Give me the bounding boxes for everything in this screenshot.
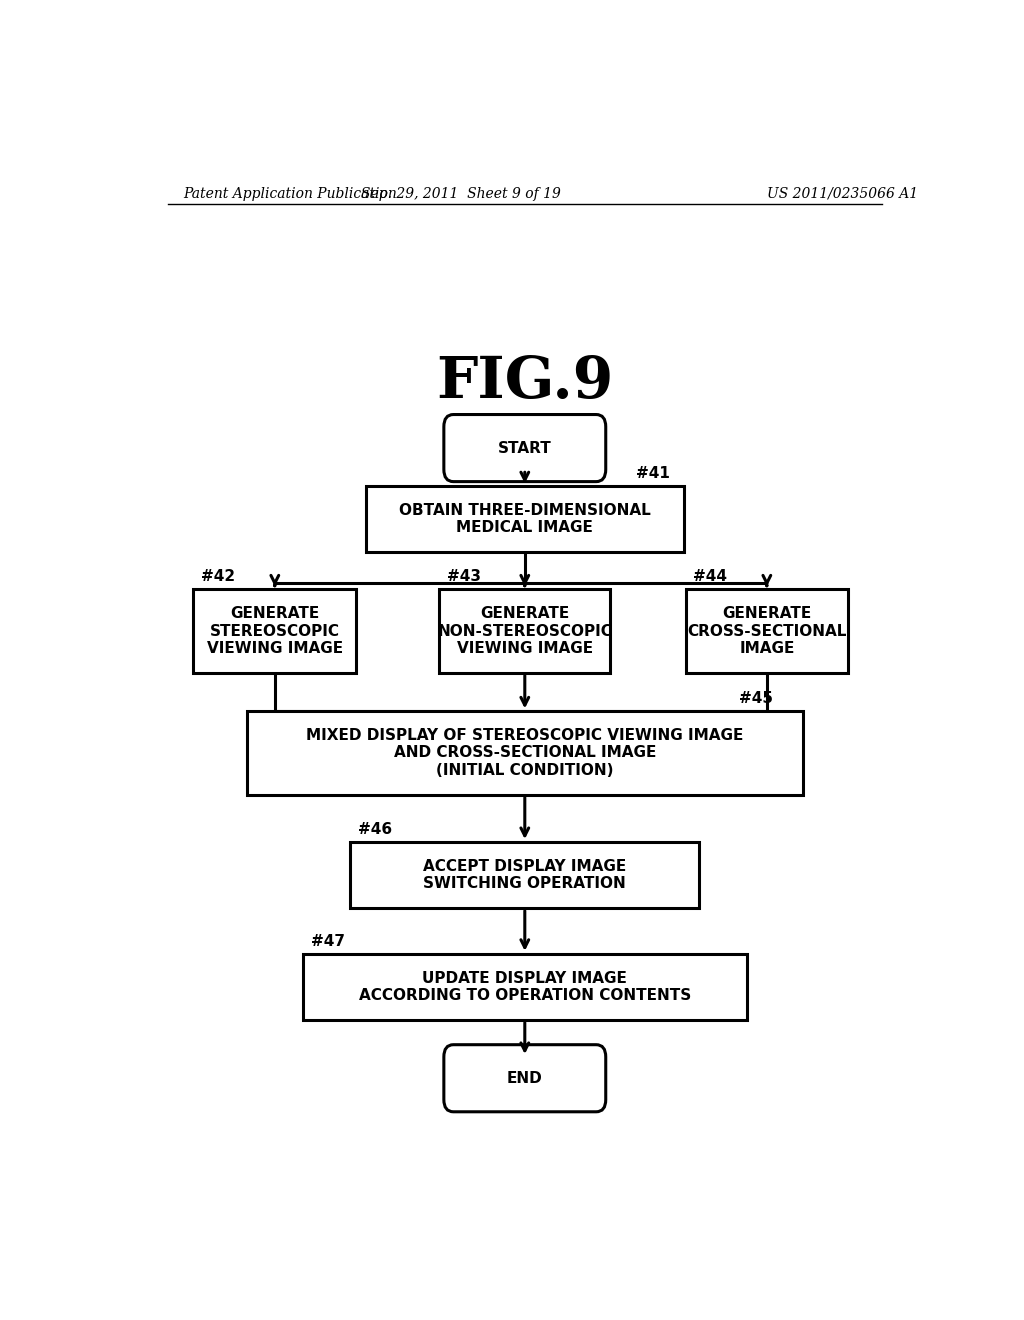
Text: FIG.9: FIG.9 — [436, 354, 613, 411]
Text: UPDATE DISPLAY IMAGE
ACCORDING TO OPERATION CONTENTS: UPDATE DISPLAY IMAGE ACCORDING TO OPERAT… — [358, 970, 691, 1003]
Text: #41: #41 — [636, 466, 670, 480]
Text: #46: #46 — [358, 822, 392, 837]
Text: #44: #44 — [693, 569, 727, 585]
Text: GENERATE
NON-STEREOSCOPIC
VIEWING IMAGE: GENERATE NON-STEREOSCOPIC VIEWING IMAGE — [437, 606, 612, 656]
Text: #47: #47 — [310, 933, 344, 949]
FancyBboxPatch shape — [350, 842, 699, 908]
Text: GENERATE
STEREOSCOPIC
VIEWING IMAGE: GENERATE STEREOSCOPIC VIEWING IMAGE — [207, 606, 343, 656]
FancyBboxPatch shape — [439, 589, 610, 673]
Text: OBTAIN THREE-DIMENSIONAL
MEDICAL IMAGE: OBTAIN THREE-DIMENSIONAL MEDICAL IMAGE — [399, 503, 650, 536]
Text: #42: #42 — [202, 569, 236, 585]
FancyBboxPatch shape — [443, 414, 606, 482]
Text: GENERATE
CROSS-SECTIONAL
IMAGE: GENERATE CROSS-SECTIONAL IMAGE — [687, 606, 847, 656]
Text: US 2011/0235066 A1: US 2011/0235066 A1 — [767, 187, 918, 201]
Text: #45: #45 — [739, 692, 773, 706]
Text: MIXED DISPLAY OF STEREOSCOPIC VIEWING IMAGE
AND CROSS-SECTIONAL IMAGE
(INITIAL C: MIXED DISPLAY OF STEREOSCOPIC VIEWING IM… — [306, 729, 743, 777]
Text: ACCEPT DISPLAY IMAGE
SWITCHING OPERATION: ACCEPT DISPLAY IMAGE SWITCHING OPERATION — [423, 859, 627, 891]
Text: Patent Application Publication: Patent Application Publication — [183, 187, 397, 201]
FancyBboxPatch shape — [194, 589, 356, 673]
FancyBboxPatch shape — [303, 954, 748, 1020]
FancyBboxPatch shape — [247, 711, 803, 795]
FancyBboxPatch shape — [685, 589, 848, 673]
Text: END: END — [507, 1071, 543, 1086]
FancyBboxPatch shape — [367, 486, 684, 552]
Text: Sep. 29, 2011  Sheet 9 of 19: Sep. 29, 2011 Sheet 9 of 19 — [361, 187, 561, 201]
Text: START: START — [498, 441, 552, 455]
Text: #43: #43 — [447, 569, 481, 585]
FancyBboxPatch shape — [443, 1044, 606, 1111]
